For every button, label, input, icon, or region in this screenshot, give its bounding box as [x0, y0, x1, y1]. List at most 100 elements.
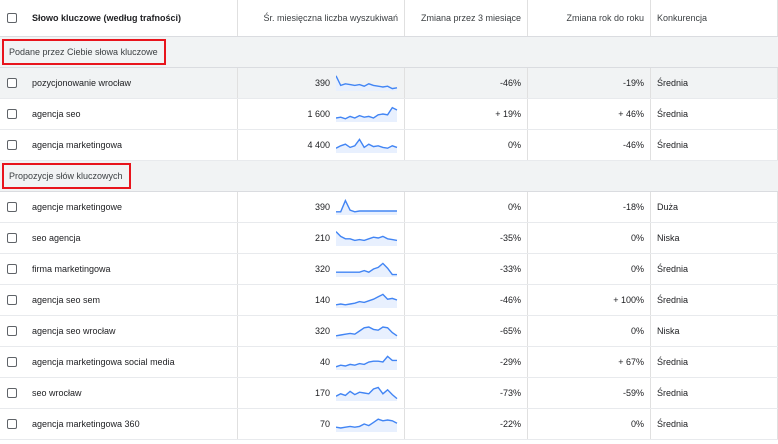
- table-row[interactable]: agencje marketingowe 390 0% -18% Duża: [0, 192, 778, 223]
- section-header: Podane przez Ciebie słowa kluczowe: [0, 37, 778, 68]
- row-checkbox[interactable]: [7, 109, 17, 119]
- row-checkbox-cell[interactable]: [0, 99, 24, 129]
- keyword-text: seo wrocław: [32, 388, 82, 398]
- yoy-cell: -19%: [528, 68, 651, 98]
- trend-area: [336, 387, 397, 401]
- row-checkbox[interactable]: [7, 326, 17, 336]
- yoy-cell: 0%: [528, 409, 651, 439]
- change-3m-cell: -73%: [405, 378, 528, 408]
- volume-cell: 40: [238, 347, 405, 377]
- keyword-text: agencja marketingowa: [32, 140, 123, 150]
- row-checkbox[interactable]: [7, 233, 17, 243]
- change-3m-cell: -46%: [405, 285, 528, 315]
- keyword-cell: agencje marketingowe: [24, 192, 238, 222]
- row-checkbox[interactable]: [7, 388, 17, 398]
- table-row[interactable]: agencja seo 1 600 + 19% + 46% Średnia: [0, 99, 778, 130]
- row-checkbox-cell[interactable]: [0, 378, 24, 408]
- header-change-3m[interactable]: Zmiana przez 3 miesiące: [405, 0, 528, 36]
- trend-line: [336, 262, 397, 276]
- table-row[interactable]: agencja seo wrocław 320 -65% 0% Niska: [0, 316, 778, 347]
- row-checkbox-cell[interactable]: [0, 68, 24, 98]
- table-row[interactable]: agencja seo sem 140 -46% + 100% Średnia: [0, 285, 778, 316]
- row-checkbox-cell[interactable]: [0, 130, 24, 160]
- row-checkbox[interactable]: [7, 419, 17, 429]
- header-keyword[interactable]: Słowo kluczowe (według trafności): [24, 0, 238, 36]
- table-row[interactable]: seo wrocław 170 -73% -59% Średnia: [0, 378, 778, 409]
- keyword-text: pozycjonowanie wrocław: [32, 78, 132, 88]
- header-yoy[interactable]: Zmiana rok do roku: [528, 0, 651, 36]
- row-checkbox[interactable]: [7, 295, 17, 305]
- row-checkbox[interactable]: [7, 357, 17, 367]
- table-row[interactable]: agencja marketingowa 4 400 0% -46% Średnia: [0, 130, 778, 161]
- volume-cell: 1 600: [238, 99, 405, 129]
- yoy-cell: 0%: [528, 254, 651, 284]
- volume-value: 390: [314, 202, 330, 212]
- keyword-text: agencja seo sem: [32, 295, 101, 305]
- trend-line: [336, 355, 397, 368]
- yoy-cell: -18%: [528, 192, 651, 222]
- volume-value: 210: [314, 233, 330, 243]
- trend-area: [336, 327, 397, 339]
- volume-value: 320: [314, 264, 330, 274]
- keyword-cell: agencja seo sem: [24, 285, 238, 315]
- keyword-cell: agencja marketingowa 360: [24, 409, 238, 439]
- header-volume[interactable]: Śr. miesięczna liczba wyszukiwań: [238, 0, 405, 36]
- row-checkbox-cell[interactable]: [0, 409, 24, 439]
- competition-cell: Duża: [651, 192, 778, 222]
- trend-sparkline: [336, 231, 398, 246]
- table-row[interactable]: agencja marketingowa 360 70 -22% 0% Średnia: [0, 409, 778, 440]
- row-checkbox-cell[interactable]: [0, 223, 24, 253]
- table-row[interactable]: pozycjonowanie wrocław 390 -46% -19% Średnia: [0, 68, 778, 99]
- trend-sparkline: [336, 138, 398, 153]
- volume-cell: 70: [238, 409, 405, 439]
- header-competition[interactable]: Konkurencja: [651, 0, 778, 36]
- trend-sparkline: [336, 198, 397, 215]
- keyword-text: seo agencja: [32, 233, 81, 243]
- change-3m-cell: -46%: [405, 68, 528, 98]
- yoy-cell: -59%: [528, 378, 651, 408]
- row-checkbox-cell[interactable]: [0, 192, 24, 222]
- trend-area: [336, 263, 397, 277]
- row-checkbox-cell[interactable]: [0, 316, 24, 346]
- table-row[interactable]: firma marketingowa 320 -33% 0% Średnia: [0, 254, 778, 285]
- keyword-cell: agencja seo wrocław: [24, 316, 238, 346]
- row-checkbox[interactable]: [7, 140, 17, 150]
- table-row[interactable]: agencja marketingowa social media 40 -29% +…: [0, 347, 778, 378]
- select-all-checkbox[interactable]: [7, 13, 17, 23]
- table-header: Słowo kluczowe (według trafności) Śr. mi…: [0, 0, 778, 37]
- trend-area: [336, 419, 397, 432]
- trend-sparkline: [336, 262, 397, 277]
- keyword-cell: agencja marketingowa: [24, 130, 238, 160]
- trend-area: [336, 294, 397, 308]
- row-checkbox[interactable]: [7, 264, 17, 274]
- trend-line: [336, 231, 398, 242]
- row-checkbox[interactable]: [7, 202, 17, 212]
- select-all-cell[interactable]: [0, 0, 24, 36]
- change-3m-cell: -29%: [405, 347, 528, 377]
- volume-value: 170: [314, 388, 330, 398]
- trend-line: [336, 326, 398, 337]
- row-checkbox-cell[interactable]: [0, 347, 24, 377]
- row-checkbox[interactable]: [7, 78, 17, 88]
- yoy-cell: 0%: [528, 316, 651, 346]
- volume-cell: 320: [238, 316, 405, 346]
- yoy-cell: -46%: [528, 130, 651, 160]
- table-row[interactable]: seo agencja 210 -35% 0% Niska: [0, 223, 778, 254]
- row-checkbox-cell[interactable]: [0, 285, 24, 315]
- row-checkbox-cell[interactable]: [0, 254, 24, 284]
- trend-line: [336, 418, 398, 429]
- competition-cell: Średnia: [651, 68, 778, 98]
- competition-cell: Średnia: [651, 378, 778, 408]
- volume-cell: 320: [238, 254, 405, 284]
- trend-sparkline: [336, 418, 398, 432]
- section-label: Podane przez Ciebie słowa kluczowe: [2, 39, 166, 65]
- volume-value: 140: [314, 295, 330, 305]
- volume-value: 70: [319, 419, 330, 429]
- competition-cell: Średnia: [651, 285, 778, 315]
- competition-cell: Średnia: [651, 409, 778, 439]
- change-3m-cell: -33%: [405, 254, 528, 284]
- trend-line: [336, 75, 398, 90]
- keyword-text: firma marketingowa: [32, 264, 111, 274]
- volume-value: 390: [314, 78, 330, 88]
- competition-cell: Średnia: [651, 254, 778, 284]
